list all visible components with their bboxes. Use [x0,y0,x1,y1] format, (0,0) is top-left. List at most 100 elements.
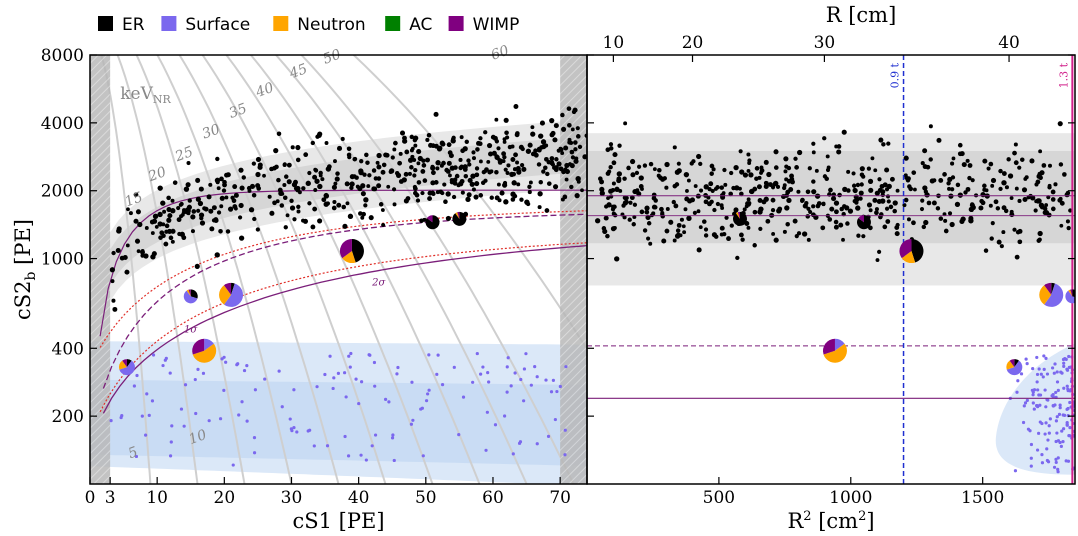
x-tick-label: 10 [146,488,168,508]
er-event-point-right [965,186,971,192]
er-event-point-right [685,189,689,193]
er-event-point-right [1024,175,1029,180]
er-event-point-right [837,192,842,198]
er-event-point [183,186,190,192]
surface-event-point [427,353,431,357]
er-event-point [519,197,524,202]
er-event-point-right [1020,157,1025,162]
er-event-point-right [631,222,636,227]
surface-event-point [551,378,555,383]
er-event-point [488,151,494,157]
er-event-point-right [895,188,900,193]
er-event-point-right [662,176,667,181]
exclusion-region-high [560,55,587,484]
y-tick-label: 8000 [41,46,84,66]
er-event-point-right [783,169,788,174]
er-event-point-right [902,203,907,208]
er-event-point [486,142,493,149]
er-event-point-right [678,233,683,238]
er-event-point-right [1013,160,1019,166]
energy-contour-label: 45 [286,61,309,83]
surface-event-point [359,453,363,457]
er-event-point [122,254,128,261]
er-event-point [137,221,143,228]
surface-event-point-right [1068,389,1072,393]
er-event-point-right [629,158,636,165]
er-event-point-right [1068,208,1073,213]
er-event-point [392,202,397,207]
er-event-point [430,180,436,186]
er-event-point-right [646,236,651,241]
er-event-point [475,147,480,152]
er-event-point-right [984,188,989,193]
er-event-point-right [884,206,890,211]
er-event-point-right [646,221,652,226]
er-event-point [239,185,245,191]
surface-event-point-right [1053,362,1057,366]
energy-contour-line [201,55,387,484]
energy-contour-label: 20 [145,164,168,186]
er-event-point-right [907,184,912,189]
er-event-point-right [801,231,808,237]
er-event-point [349,181,355,187]
surface-event-point [452,365,456,369]
er-event-point [332,199,337,205]
top-tick-label: 40 [998,33,1020,53]
er-event-point [376,183,382,189]
legend-swatch [273,16,289,31]
surface-event-point [169,440,173,444]
er-event-point-right [665,207,670,211]
surface-event-point-right [1044,405,1048,409]
pie-slice [911,239,924,263]
er-event-point [525,148,532,154]
er-event-point-right [648,241,653,246]
er-event-point-right [1041,163,1047,168]
pie-slice [858,215,864,223]
er-event-point-right [613,213,618,218]
er-event-point [321,197,327,203]
er-event-point-right [874,210,879,216]
er-event-point-right [938,178,944,183]
x-tick-label-right: 1500 [961,488,1004,508]
er-event-point-right [963,190,968,195]
surface-event-point-right [1068,400,1072,405]
er-event-point [413,186,418,191]
er-event-point [161,222,166,227]
surface-event-point [424,399,429,403]
surface-event-point [237,413,241,417]
er-event-point [324,141,329,145]
er-event-point [273,148,279,154]
er-event-point [196,208,201,213]
er-event-point-right [846,188,851,193]
surface-event-point [522,399,526,403]
energy-contour-label: 25 [172,144,195,166]
er-event-point [352,174,357,179]
er-event-point [289,205,296,211]
er-event-point-right [1004,185,1009,190]
er-event-point-right [967,175,972,181]
surface-event-point-right [1029,464,1033,468]
pie-slice [735,212,740,219]
surface-event-point-right [1047,431,1051,435]
legend-swatch [98,16,113,31]
er-event-point [425,137,430,143]
surface-event-point-right [1056,456,1060,460]
er-event-point [510,197,516,202]
er-event-point [219,176,224,182]
er-event-point-right [1053,182,1058,187]
surface-event-point [471,380,475,384]
er-event-point-right [708,181,714,187]
pie-slice [1006,360,1023,376]
er-event-point [474,172,480,178]
surface-event-point-right [1046,398,1050,402]
er-event-point [540,139,547,145]
er-event-point [506,163,511,168]
er-event-point [402,135,407,141]
surface-event-point [461,395,466,399]
er-event-point-right [828,187,833,193]
er-event-point-right [811,179,816,184]
er-event-point-right [922,185,928,191]
er-event-point-right [870,156,875,161]
legend-label: Surface [185,15,250,35]
er-event-point-right [638,175,644,181]
